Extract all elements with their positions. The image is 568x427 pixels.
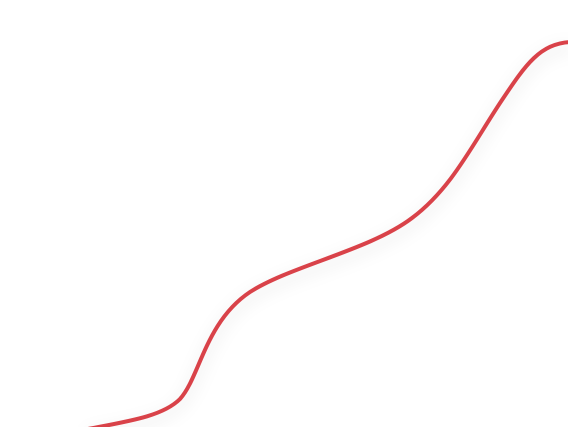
curve-line: [87, 40, 568, 427]
